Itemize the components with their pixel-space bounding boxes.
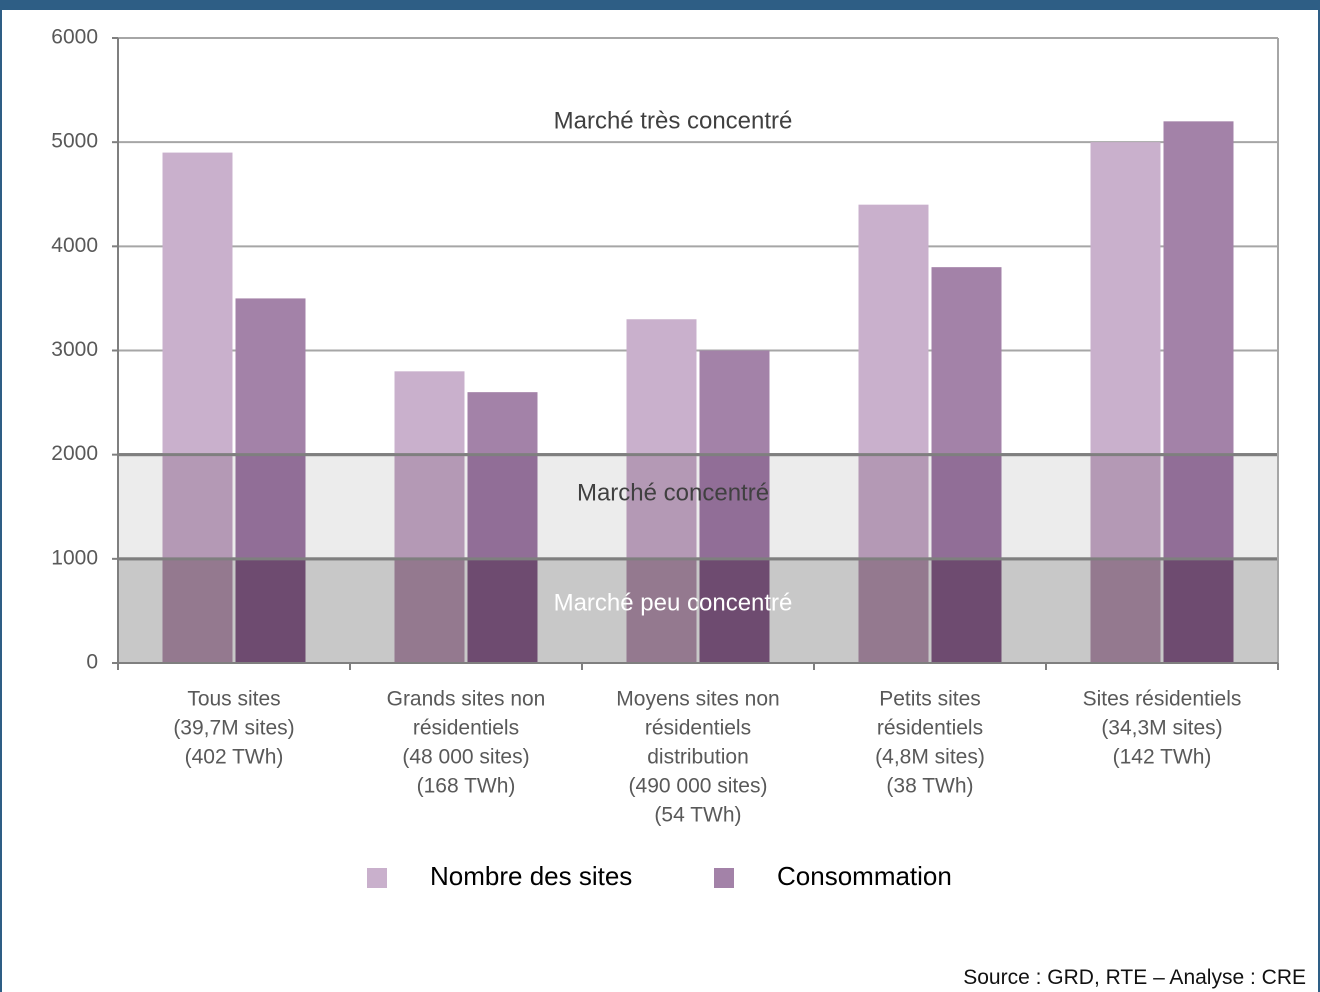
y-tick-label: 5000 bbox=[51, 130, 98, 153]
category-label: (142 TWh) bbox=[1113, 746, 1212, 769]
bar-overlay-concentre bbox=[394, 454, 465, 559]
bar-overlay-peu bbox=[235, 558, 306, 663]
legend-label: Nombre des sites bbox=[430, 861, 632, 891]
legend-swatch-nombre bbox=[367, 868, 387, 888]
category-label: (402 TWh) bbox=[185, 746, 284, 769]
category-label: (168 TWh) bbox=[417, 775, 516, 798]
bar-overlay-peu bbox=[394, 558, 465, 663]
bar-overlay-peu bbox=[162, 558, 233, 663]
y-tick-label: 1000 bbox=[51, 546, 98, 569]
category-label: résidentiels bbox=[645, 717, 751, 740]
bar-overlay-peu bbox=[1090, 558, 1161, 663]
category-label: Petits sites bbox=[879, 688, 981, 711]
zone-label: Marché concentré bbox=[577, 479, 769, 506]
category-label: (39,7M sites) bbox=[173, 717, 294, 740]
zone-2 bbox=[118, 558, 1278, 663]
category-label: (48 000 sites) bbox=[402, 746, 529, 769]
bar-overlay-concentre bbox=[1163, 454, 1234, 559]
y-tick-label: 6000 bbox=[51, 26, 98, 49]
bar-overlay-concentre bbox=[235, 454, 306, 559]
source-note: Source : GRD, RTE – Analyse : CRE bbox=[963, 966, 1306, 989]
bar-overlay-concentre bbox=[162, 454, 233, 559]
category-label: (34,3M sites) bbox=[1101, 717, 1222, 740]
bar-overlay-peu bbox=[626, 558, 697, 663]
y-tick-label: 3000 bbox=[51, 338, 98, 361]
bar-overlay-peu bbox=[858, 558, 929, 663]
category-label: Grands sites non bbox=[387, 688, 546, 711]
legend-label: Consommation bbox=[777, 861, 952, 891]
bar-overlay-concentre bbox=[931, 454, 1002, 559]
category-label: résidentiels bbox=[877, 717, 983, 740]
zone-label: Marché très concentré bbox=[554, 107, 793, 134]
bar-overlay-concentre bbox=[1090, 454, 1161, 559]
category-label: Tous sites bbox=[187, 688, 280, 711]
bar-overlay-peu bbox=[699, 558, 770, 663]
zone-1 bbox=[118, 454, 1278, 559]
category-label: Moyens sites non bbox=[616, 688, 779, 711]
bar-overlay-peu bbox=[467, 558, 538, 663]
category-label: distribution bbox=[647, 746, 749, 769]
category-label: (4,8M sites) bbox=[875, 746, 985, 769]
category-label: (490 000 sites) bbox=[629, 775, 768, 798]
y-tick-label: 0 bbox=[86, 651, 98, 674]
bar-overlay-peu bbox=[931, 558, 1002, 663]
bar-overlay-concentre bbox=[626, 454, 697, 559]
bar-overlay-concentre bbox=[699, 454, 770, 559]
bar-overlay-peu bbox=[1163, 558, 1234, 663]
category-label: (38 TWh) bbox=[886, 775, 973, 798]
bar-overlay-concentre bbox=[467, 454, 538, 559]
y-tick-label: 2000 bbox=[51, 442, 98, 465]
category-label: résidentiels bbox=[413, 717, 519, 740]
legend-swatch-consommation bbox=[714, 868, 734, 888]
category-label: (54 TWh) bbox=[654, 804, 741, 827]
zone-label: Marché peu concentré bbox=[554, 589, 793, 616]
bar-overlay-concentre bbox=[858, 454, 929, 559]
y-tick-label: 4000 bbox=[51, 234, 98, 257]
category-label: Sites résidentiels bbox=[1083, 688, 1242, 711]
